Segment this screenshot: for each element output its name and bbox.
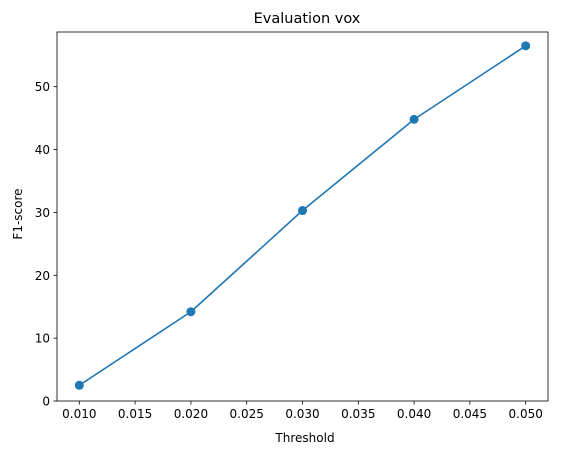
chart-title: Evaluation vox	[254, 11, 361, 27]
y-axis-ticks: 0 10 20 30 40 50	[35, 80, 57, 409]
series-layer	[74, 41, 531, 390]
data-point	[186, 307, 196, 317]
y-tick-label: 40	[35, 143, 50, 157]
y-tick-label: 20	[35, 269, 50, 283]
plot-frame	[56, 31, 549, 402]
y-axis-label: F1-score	[11, 188, 25, 239]
plot-area	[56, 31, 549, 402]
x-tick-label: 0.045	[453, 407, 487, 421]
x-axis-ticks: 0.010 0.015 0.020 0.025 0.030 0.035 0.040 0.045…	[62, 401, 543, 421]
x-tick-label: 0.050	[509, 407, 543, 421]
x-tick-label: 0.015	[118, 407, 152, 421]
data-point	[521, 41, 531, 51]
data-point	[409, 114, 419, 124]
x-tick-label: 0.020	[174, 407, 208, 421]
series-line	[78, 45, 527, 386]
x-tick-label: 0.040	[397, 407, 431, 421]
x-axis-label: Threshold	[274, 431, 334, 445]
x-tick-label: 0.025	[230, 407, 264, 421]
y-tick-label: 0	[42, 395, 50, 409]
y-tick-label: 10	[35, 332, 50, 346]
y-tick-label: 50	[35, 80, 50, 94]
x-tick-label: 0.030	[285, 407, 319, 421]
data-point	[298, 206, 307, 216]
x-tick-label: 0.035	[341, 407, 375, 421]
x-tick-label: 0.010	[62, 407, 96, 421]
data-point	[74, 380, 84, 390]
y-tick-label: 30	[35, 206, 50, 220]
